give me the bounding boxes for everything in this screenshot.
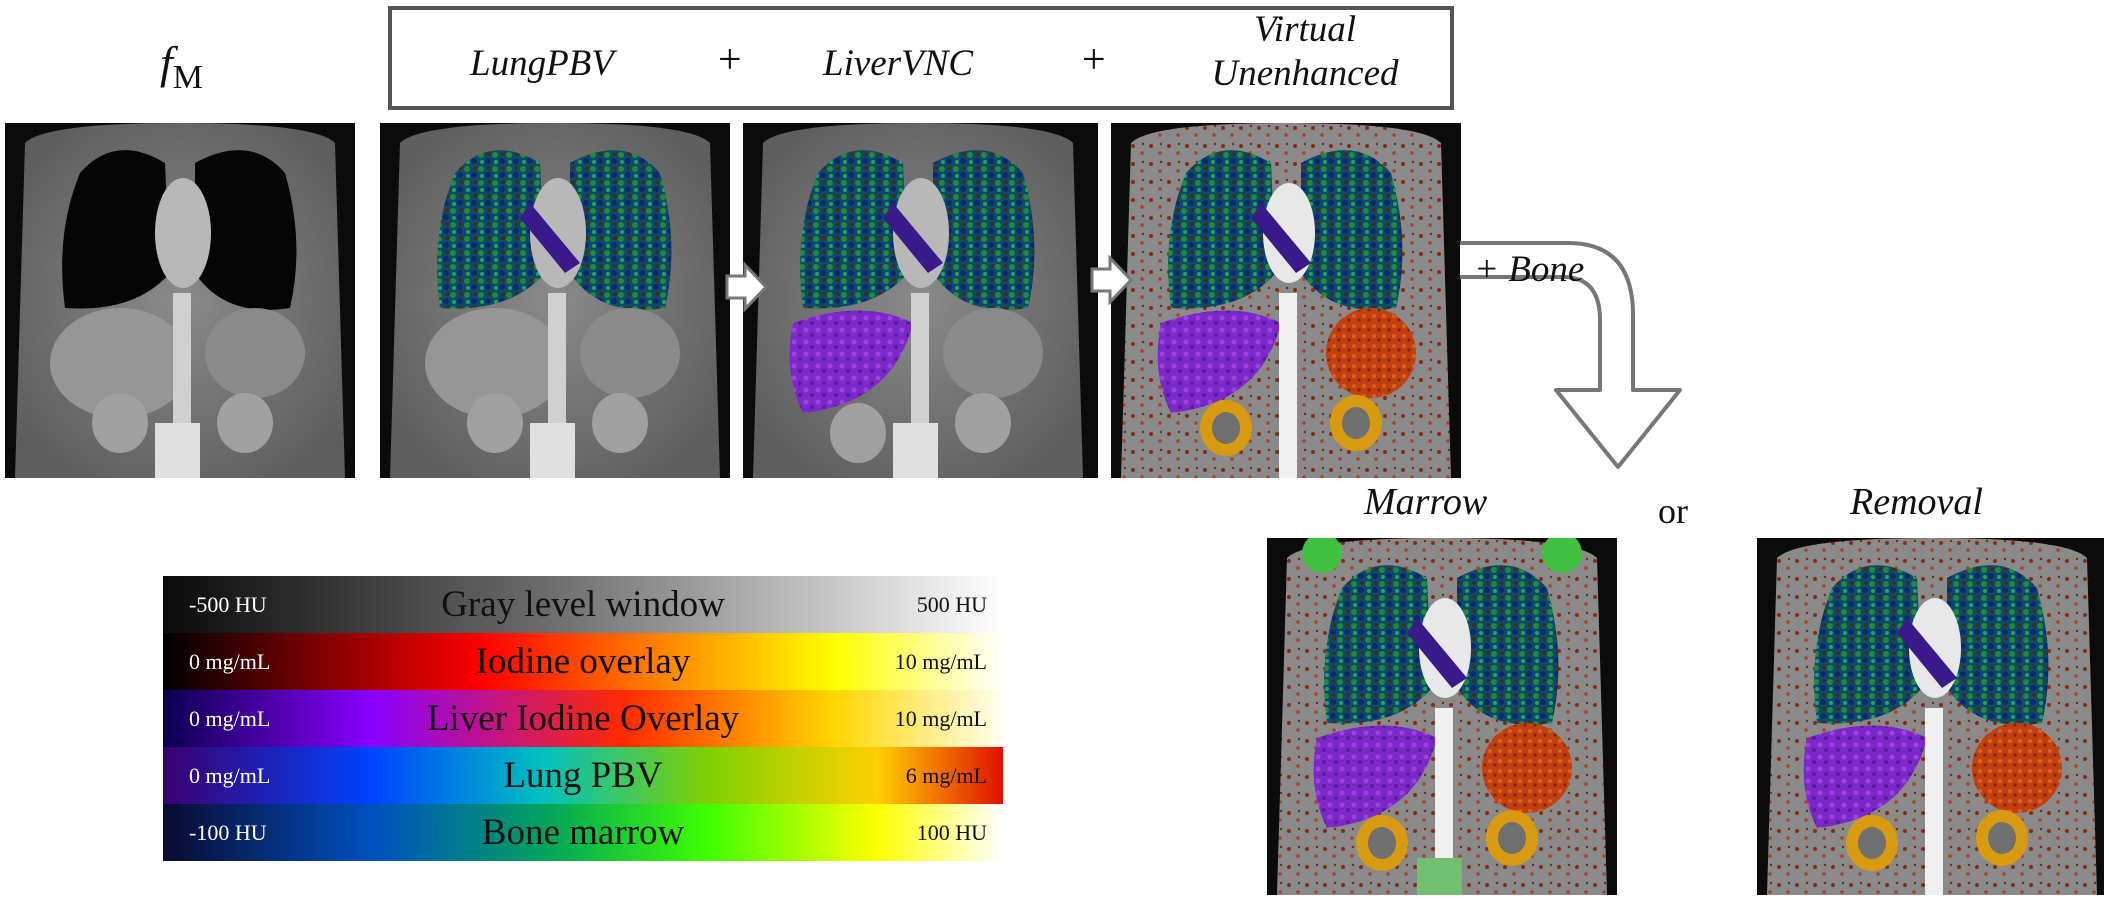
- bone-label: + Bone: [1474, 249, 1585, 290]
- marrow-label: Marrow: [1364, 481, 1488, 523]
- ct-panel-fm: [5, 123, 355, 478]
- or-label: or: [1658, 491, 1688, 531]
- ct-panel-removal: [1757, 538, 2104, 895]
- ct-image-removal: [1757, 538, 2104, 895]
- ct-image-fm: [5, 123, 355, 478]
- legend-row-liver-iodine: 0 mg/mL Liver Iodine Overlay 10 mg/mL: [163, 690, 1003, 747]
- livervnc-label: LiverVNC: [823, 43, 974, 84]
- fm-label: fM: [160, 37, 204, 96]
- plus-sign-1: +: [718, 37, 742, 83]
- removal-label: Removal: [1850, 481, 1983, 523]
- lungpbv-label: LungPBV: [470, 43, 614, 84]
- ct-image-marrow: [1267, 538, 1617, 895]
- ct-image-lungpbv: [380, 123, 730, 478]
- ct-panel-marrow: [1267, 538, 1617, 895]
- ct-panel-lungpbv: [380, 123, 730, 478]
- ct-image-livervnc: [743, 123, 1098, 478]
- ct-panel-virtual-unenhanced: [1111, 123, 1461, 478]
- ct-image-virtual-unenhanced: [1111, 123, 1461, 478]
- arrow-right-icon: [725, 262, 769, 312]
- legend-row-lung-pbv: 0 mg/mL Lung PBV 6 mg/mL: [163, 747, 1003, 804]
- legend-row-bone-marrow: -100 HU Bone marrow 100 HU: [163, 804, 1003, 861]
- pipeline-bracket: [388, 6, 1454, 110]
- arrow-right-icon: [1090, 255, 1134, 305]
- bone-branch-arrow-icon: [1460, 241, 1682, 469]
- color-legend: -500 HU Gray level window 500 HU 0 mg/mL…: [163, 576, 1003, 861]
- virtual-unenhanced-label: Virtual Unenhanced: [1211, 9, 1399, 94]
- ct-panel-livervnc: [743, 123, 1098, 478]
- legend-row-iodine: 0 mg/mL Iodine overlay 10 mg/mL: [163, 633, 1003, 690]
- plus-sign-2: +: [1082, 37, 1106, 83]
- legend-row-gray: -500 HU Gray level window 500 HU: [163, 576, 1003, 633]
